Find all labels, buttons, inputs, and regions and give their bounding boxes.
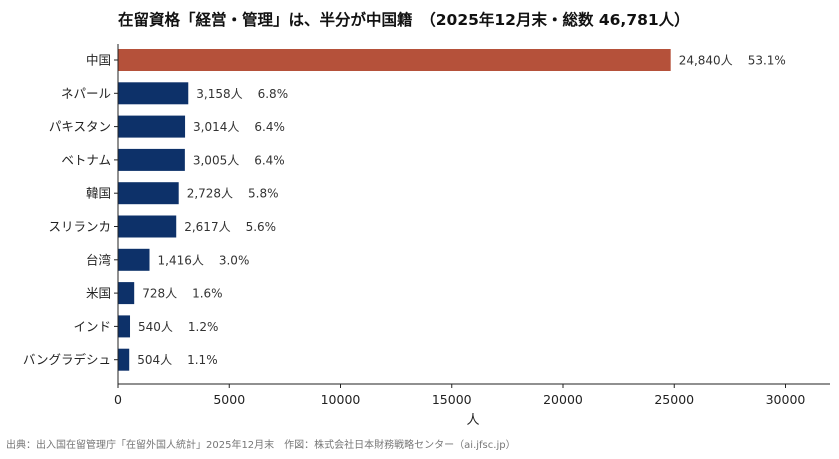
value-label: 728人 bbox=[142, 287, 177, 301]
y-tick-label: 韓国 bbox=[86, 186, 111, 201]
x-tick-label: 25000 bbox=[654, 392, 694, 407]
y-tick-label: バングラデシュ bbox=[23, 352, 111, 367]
bar bbox=[118, 82, 189, 105]
value-label: 540人 bbox=[138, 320, 173, 334]
y-tick-label: 台湾 bbox=[86, 252, 111, 267]
bar bbox=[118, 215, 177, 238]
bar bbox=[118, 49, 671, 71]
share-label: 5.8% bbox=[248, 187, 279, 201]
chart-title: 在留資格「経営・管理」は、半分が中国籍 （2025年12月末・総数 46,781… bbox=[118, 11, 690, 29]
y-tick-label: ネパール bbox=[61, 86, 111, 101]
x-tick-label: 15000 bbox=[432, 392, 472, 407]
share-label: 6.4% bbox=[254, 120, 285, 134]
y-tick-label: 中国 bbox=[86, 53, 111, 68]
bar bbox=[118, 248, 150, 271]
value-label: 24,840人 bbox=[679, 54, 733, 68]
x-axis-label: 人 bbox=[466, 413, 479, 428]
y-tick-label: 米国 bbox=[86, 286, 111, 301]
share-label: 53.1% bbox=[748, 54, 786, 68]
y-tick-label: パキスタン bbox=[49, 119, 111, 134]
share-label: 6.4% bbox=[254, 153, 285, 167]
share-label: 1.2% bbox=[188, 320, 219, 334]
y-tick-label: インド bbox=[73, 319, 111, 334]
x-tick-label: 30000 bbox=[766, 392, 806, 407]
source-note: 出典：出入国在留管理庁「在留外国人統計」2025年12月末 作図：株式会社日本財… bbox=[6, 440, 516, 451]
value-label: 1,416人 bbox=[158, 253, 204, 267]
x-tick-label: 5000 bbox=[213, 392, 245, 407]
y-tick-label: ベトナム bbox=[61, 152, 111, 167]
bars-layer: 24,840人 53.1% 3,158人 6.8% 3,014人 6.4% 3,005人 6.… bbox=[118, 49, 786, 371]
x-tick-label: 10000 bbox=[321, 392, 361, 407]
share-label: 6.8% bbox=[258, 87, 289, 101]
value-label: 504人 bbox=[137, 353, 172, 367]
value-label: 3,005人 bbox=[193, 153, 239, 167]
value-label: 3,014人 bbox=[193, 120, 239, 134]
share-label: 3.0% bbox=[219, 253, 250, 267]
bar bbox=[118, 148, 185, 171]
bar bbox=[118, 182, 179, 205]
x-tick-label: 20000 bbox=[543, 392, 583, 407]
bar bbox=[118, 315, 131, 338]
bar bbox=[118, 282, 135, 305]
bar bbox=[118, 348, 130, 371]
y-tick-label: スリランカ bbox=[48, 219, 111, 234]
share-label: 1.1% bbox=[187, 353, 218, 367]
value-label: 2,728人 bbox=[187, 187, 233, 201]
value-label: 2,617人 bbox=[184, 220, 230, 234]
share-label: 1.6% bbox=[192, 287, 223, 301]
bar bbox=[118, 115, 186, 138]
value-label: 3,158人 bbox=[196, 87, 242, 101]
share-label: 5.6% bbox=[246, 220, 277, 234]
x-tick-label: 0 bbox=[114, 392, 122, 407]
